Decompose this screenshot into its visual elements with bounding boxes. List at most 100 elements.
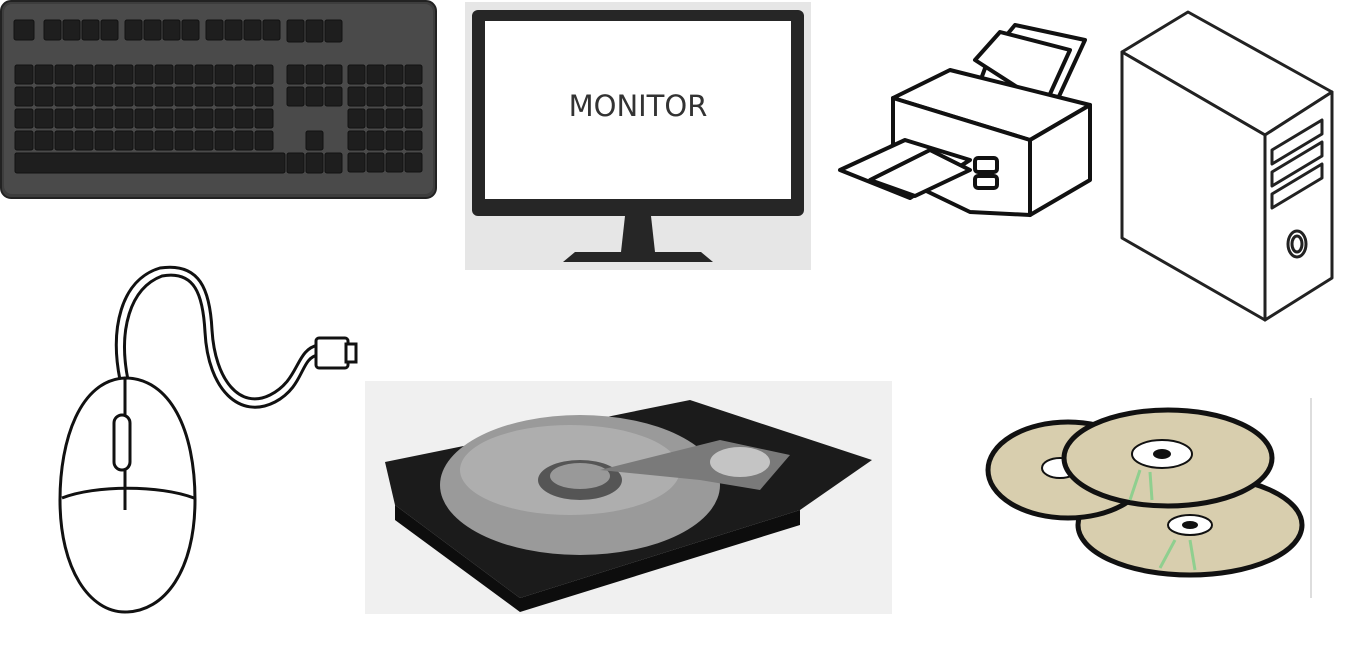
key xyxy=(305,152,324,174)
key xyxy=(134,108,154,129)
key xyxy=(54,108,74,129)
key xyxy=(174,64,194,85)
key xyxy=(94,108,114,129)
key xyxy=(234,64,254,85)
key xyxy=(194,130,214,151)
key xyxy=(347,108,366,129)
key xyxy=(34,86,54,107)
hard-drive xyxy=(365,381,892,614)
key xyxy=(324,152,343,174)
key xyxy=(134,86,154,107)
key xyxy=(404,86,423,107)
key xyxy=(181,19,200,41)
key xyxy=(81,19,100,41)
key xyxy=(404,64,423,85)
key xyxy=(404,130,423,151)
key xyxy=(205,19,224,41)
key xyxy=(114,86,134,107)
key xyxy=(305,130,324,151)
key xyxy=(305,86,324,107)
key xyxy=(114,64,134,85)
key xyxy=(404,108,423,129)
key xyxy=(154,64,174,85)
key xyxy=(154,130,174,151)
key xyxy=(100,19,119,41)
key xyxy=(243,19,262,41)
key xyxy=(134,130,154,151)
key xyxy=(14,152,286,174)
key xyxy=(154,108,174,129)
key xyxy=(214,130,234,151)
key xyxy=(234,130,254,151)
key xyxy=(13,19,35,41)
key xyxy=(14,130,34,151)
key xyxy=(143,19,162,41)
key xyxy=(286,64,305,85)
key xyxy=(74,86,94,107)
key xyxy=(324,86,343,107)
key xyxy=(54,130,74,151)
key xyxy=(234,86,254,107)
key xyxy=(14,64,34,85)
mouse xyxy=(58,265,358,614)
key xyxy=(162,19,181,41)
key xyxy=(74,130,94,151)
key xyxy=(194,86,214,107)
key xyxy=(385,64,404,85)
monitor-base xyxy=(563,252,713,262)
key xyxy=(14,108,34,129)
key xyxy=(366,86,385,107)
key xyxy=(114,130,134,151)
key xyxy=(385,86,404,107)
key xyxy=(214,64,234,85)
key xyxy=(305,19,324,43)
key xyxy=(324,64,343,85)
key xyxy=(324,19,343,43)
key xyxy=(214,86,234,107)
monitor: MONITOR xyxy=(465,2,811,270)
key xyxy=(114,108,134,129)
monitor-screen xyxy=(485,21,791,199)
key xyxy=(194,108,214,129)
hdd-side xyxy=(395,505,800,612)
key xyxy=(34,64,54,85)
key xyxy=(347,64,366,85)
key xyxy=(154,86,174,107)
key xyxy=(385,130,404,151)
key xyxy=(366,152,385,173)
key xyxy=(347,86,366,107)
key xyxy=(124,19,143,41)
key xyxy=(224,19,243,41)
key xyxy=(34,108,54,129)
key xyxy=(404,152,423,173)
key xyxy=(54,86,74,107)
key xyxy=(14,86,34,107)
key xyxy=(174,130,194,151)
key xyxy=(366,130,385,151)
key xyxy=(62,19,81,41)
keyboard xyxy=(0,0,437,199)
key xyxy=(43,19,62,41)
key xyxy=(254,86,274,107)
key xyxy=(34,130,54,151)
key xyxy=(54,64,74,85)
key xyxy=(347,152,366,173)
key xyxy=(305,64,324,85)
key xyxy=(174,108,194,129)
key xyxy=(94,130,114,151)
key xyxy=(134,64,154,85)
key xyxy=(385,108,404,129)
key xyxy=(286,152,305,174)
key xyxy=(94,64,114,85)
key xyxy=(74,108,94,129)
monitor-neck xyxy=(621,216,655,252)
hdd-spindle-top xyxy=(550,463,610,489)
key xyxy=(174,86,194,107)
key xyxy=(254,108,274,129)
key xyxy=(254,130,274,151)
key xyxy=(385,152,404,173)
key xyxy=(94,86,114,107)
hdd-actuator xyxy=(710,447,770,477)
